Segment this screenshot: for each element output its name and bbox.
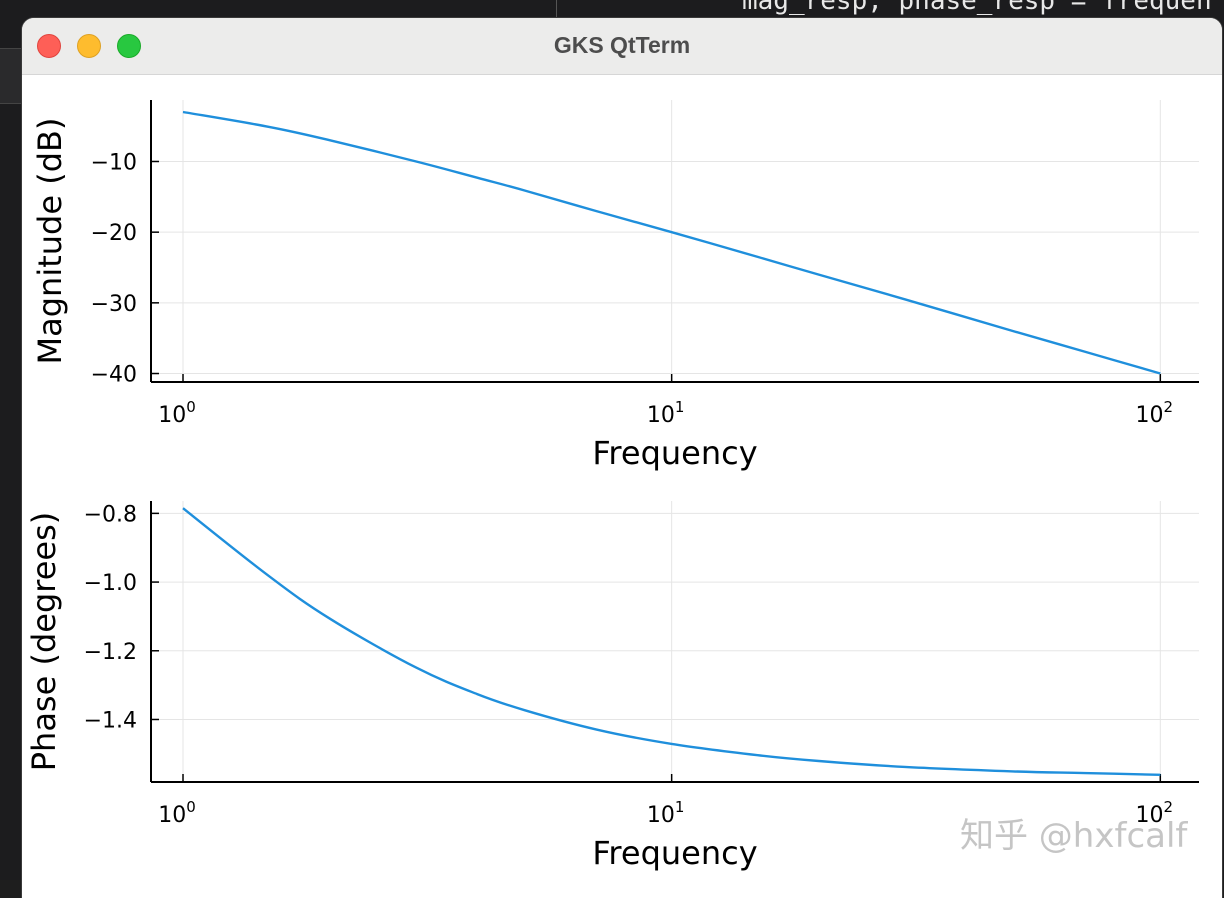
plot2-x-tick-label-0: 100 <box>158 798 196 828</box>
plot1-y-tick-label-0: −10 <box>91 150 137 175</box>
terminal-divider <box>556 0 557 18</box>
plot2-y-tick-label-0: −0.8 <box>84 502 137 527</box>
terminal-code-line: mag_resp, phase_resp = frequen <box>742 0 1212 16</box>
plot1-x-tick-label-2: 102 <box>1136 398 1174 428</box>
bode-plot-svg: 100 101 102 −10 −20 −30 −40 Frequency Magnitude … <box>22 18 1222 898</box>
plot2-y-axis-label: Phase (degrees) <box>25 512 63 772</box>
plot1-x-tick-label-0: 100 <box>158 398 196 428</box>
plot1-x-tick-label-1: 101 <box>647 398 685 428</box>
plot1-y-axis-label: Magnitude (dB) <box>31 118 69 365</box>
plot1-y-tick-label-3: −40 <box>91 363 137 388</box>
terminal-sidebar-edge <box>0 48 22 104</box>
plot1-x-axis-label: Frequency <box>592 434 757 472</box>
plot2-y-tick-label-2: −1.2 <box>84 640 137 665</box>
plot1-y-tick-label-1: −20 <box>91 221 137 246</box>
plot2-y-tick-label-3: −1.4 <box>84 708 137 733</box>
watermark-text: 知乎 @hxfcalf <box>960 808 1187 857</box>
plot2-x-axis-label: Frequency <box>592 834 757 872</box>
plot2-y-tick-label-1: −1.0 <box>84 571 137 596</box>
plot1-y-tick-label-2: −30 <box>91 292 137 317</box>
plot1-chart: 100 101 102 −10 −20 −30 −40 Frequency Magnitude … <box>31 100 1199 472</box>
plot2-x-tick-label-1: 101 <box>647 798 685 828</box>
plot-area: 100 101 102 −10 −20 −30 −40 Frequency Magnitude … <box>22 18 1222 898</box>
